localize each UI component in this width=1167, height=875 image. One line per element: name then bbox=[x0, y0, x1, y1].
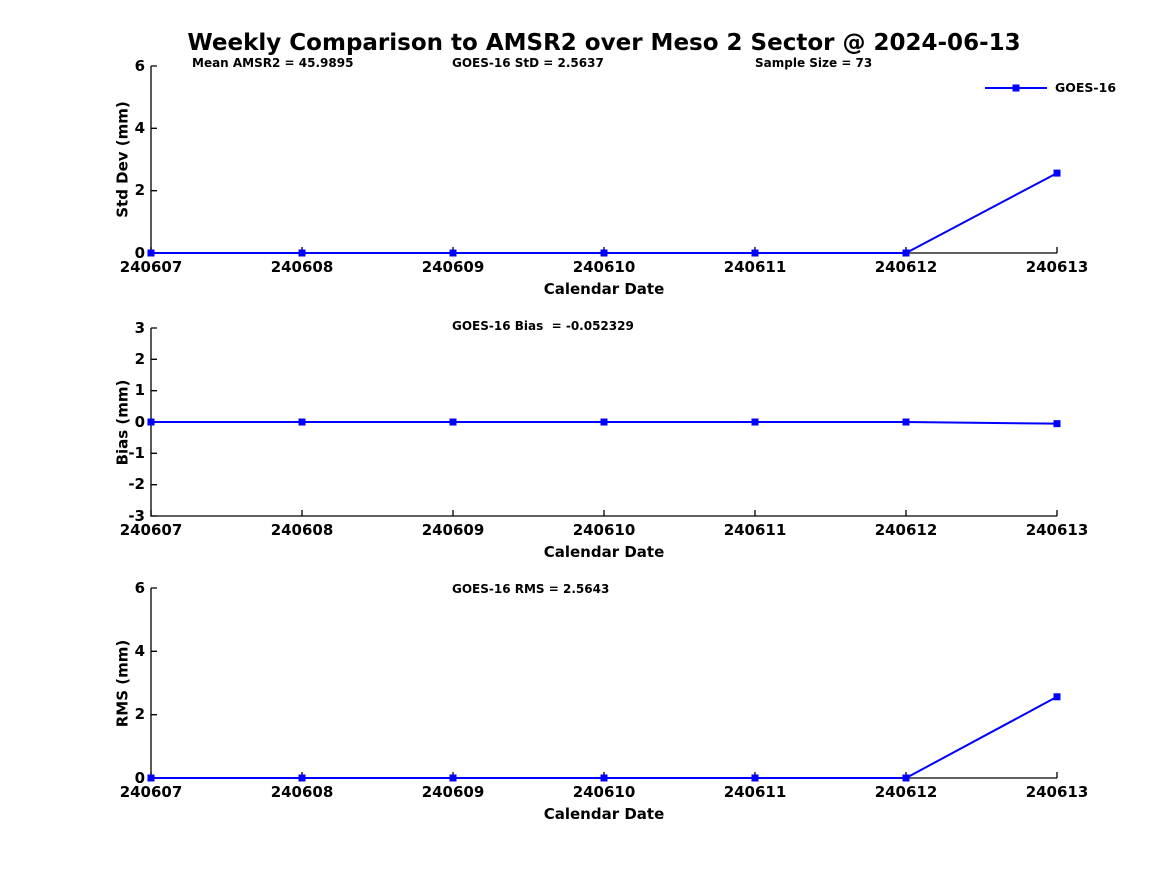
rms-y-axis-label: RMS (mm) bbox=[113, 639, 132, 727]
data-point-marker bbox=[449, 774, 457, 782]
y-tick-label: 0 bbox=[134, 412, 145, 431]
data-point-marker bbox=[1053, 420, 1061, 428]
std-dev-x-axis-label: Calendar Date bbox=[543, 280, 665, 298]
legend: GOES-16 bbox=[985, 80, 1116, 95]
data-point-marker bbox=[298, 249, 306, 257]
y-tick-label: 3 bbox=[134, 318, 145, 337]
y-tick-label: -3 bbox=[128, 506, 145, 525]
x-tick-label: 240610 bbox=[572, 258, 636, 276]
data-point-marker bbox=[1053, 169, 1061, 177]
data-point-marker bbox=[751, 774, 759, 782]
x-tick-label: 240611 bbox=[723, 521, 787, 539]
x-tick-label: 240610 bbox=[572, 521, 636, 539]
y-tick-label: 2 bbox=[134, 181, 145, 200]
data-point-marker bbox=[751, 418, 759, 426]
axis-lines bbox=[150, 328, 1057, 517]
data-point-marker bbox=[600, 774, 608, 782]
data-point-marker bbox=[298, 418, 306, 426]
x-tick-label: 240611 bbox=[723, 783, 787, 801]
x-tick-label: 240607 bbox=[119, 521, 183, 539]
axis-lines bbox=[150, 66, 1057, 254]
bias-annotation: GOES-16 Bias = -0.052329 bbox=[452, 319, 634, 333]
x-tick-label: 240610 bbox=[572, 783, 636, 801]
y-tick-label: 4 bbox=[134, 641, 145, 660]
std-dev-annotation: Sample Size = 73 bbox=[755, 56, 873, 70]
y-tick-label: 0 bbox=[134, 243, 145, 262]
x-tick-label: 240613 bbox=[1025, 521, 1089, 539]
x-tick-label: 240609 bbox=[421, 783, 485, 801]
legend-label: GOES-16 bbox=[1055, 80, 1117, 95]
x-tick-label: 240608 bbox=[270, 521, 334, 539]
data-point-marker bbox=[902, 249, 910, 257]
x-tick-label: 240611 bbox=[723, 258, 787, 276]
y-tick-label: 2 bbox=[134, 705, 145, 724]
data-line-goes-16 bbox=[151, 695, 1058, 779]
x-tick-label: 240607 bbox=[119, 783, 183, 801]
x-tick-label: 240609 bbox=[421, 258, 485, 276]
data-line-goes-16 bbox=[151, 421, 1058, 425]
data-point-marker bbox=[902, 418, 910, 426]
std-dev-annotation: GOES-16 StD = 2.5637 bbox=[452, 56, 604, 70]
data-point-marker bbox=[147, 774, 155, 782]
bias-x-axis-label: Calendar Date bbox=[543, 543, 665, 561]
rms-annotation: GOES-16 RMS = 2.5643 bbox=[452, 582, 610, 596]
x-tick-label: 240609 bbox=[421, 521, 485, 539]
x-tick-label: 240612 bbox=[874, 258, 938, 276]
y-tick-label: 2 bbox=[134, 349, 145, 368]
data-point-marker bbox=[751, 249, 759, 257]
data-point-marker bbox=[147, 249, 155, 257]
x-tick-label: 240613 bbox=[1025, 258, 1089, 276]
x-tick-label: 240612 bbox=[874, 521, 938, 539]
y-tick-label: 1 bbox=[134, 381, 145, 400]
y-tick-label: 6 bbox=[134, 56, 145, 75]
data-point-marker bbox=[147, 418, 155, 426]
y-tick-label: -2 bbox=[128, 475, 145, 494]
data-point-marker bbox=[902, 774, 910, 782]
y-tick-label: 0 bbox=[134, 768, 145, 787]
x-tick-label: 240608 bbox=[270, 258, 334, 276]
bias-y-axis-label: Bias (mm) bbox=[113, 379, 132, 465]
data-point-marker bbox=[449, 249, 457, 257]
x-tick-label: 240607 bbox=[119, 258, 183, 276]
data-line-goes-16 bbox=[151, 172, 1058, 254]
x-tick-label: 240612 bbox=[874, 783, 938, 801]
legend-line-sample bbox=[985, 84, 1047, 91]
axis-lines bbox=[150, 588, 1057, 779]
data-point-marker bbox=[298, 774, 306, 782]
axis-tick-marks bbox=[150, 587, 1058, 779]
y-tick-label: -1 bbox=[128, 443, 145, 462]
std-dev-y-axis-label: Std Dev (mm) bbox=[113, 101, 132, 218]
axis-tick-marks bbox=[150, 327, 1058, 517]
data-point-marker bbox=[600, 418, 608, 426]
y-tick-label: 4 bbox=[134, 118, 145, 137]
data-point-marker bbox=[1053, 693, 1061, 701]
data-point-marker bbox=[600, 249, 608, 257]
data-point-marker bbox=[449, 418, 457, 426]
page-title: Weekly Comparison to AMSR2 over Meso 2 S… bbox=[187, 30, 1021, 56]
y-tick-label: 6 bbox=[134, 578, 145, 597]
rms-x-axis-label: Calendar Date bbox=[543, 805, 665, 823]
x-tick-label: 240608 bbox=[270, 783, 334, 801]
axis-tick-marks bbox=[150, 65, 1058, 254]
x-tick-label: 240613 bbox=[1025, 783, 1089, 801]
legend-square-marker-icon bbox=[1012, 84, 1020, 91]
std-dev-annotation: Mean AMSR2 = 45.9895 bbox=[192, 56, 354, 70]
